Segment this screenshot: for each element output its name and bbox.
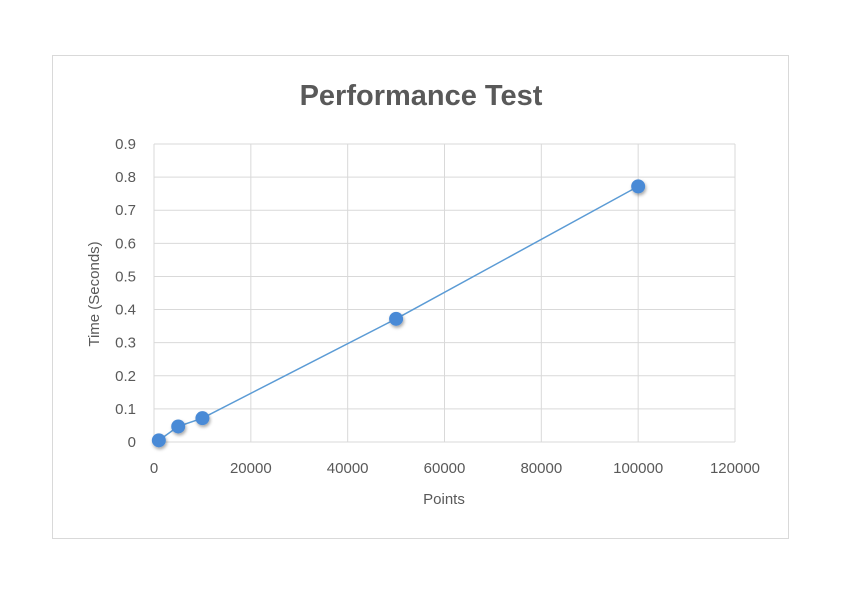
y-tick-label: 0.9 xyxy=(115,136,136,153)
y-axis-ticks: 0 0.1 0.2 0.3 0.4 0.5 0.6 0.7 0.8 0.9 xyxy=(115,136,136,451)
x-tick-label: 0 xyxy=(150,460,158,477)
data-point xyxy=(171,419,186,434)
y-tick-label: 0 xyxy=(128,434,136,451)
y-axis-label: Time (Seconds) xyxy=(86,241,103,346)
y-tick-label: 0.6 xyxy=(115,235,136,252)
x-axis-ticks: 0 20000 40000 60000 80000 100000 120000 xyxy=(150,460,760,477)
x-axis-label: Points xyxy=(423,491,465,508)
chart-title: Performance Test xyxy=(300,80,543,112)
data-point xyxy=(389,311,404,326)
x-tick-label: 100000 xyxy=(613,460,663,477)
gridlines xyxy=(153,143,736,443)
x-tick-label: 80000 xyxy=(520,460,562,477)
x-tick-label: 60000 xyxy=(424,460,466,477)
y-tick-label: 0.8 xyxy=(115,169,136,186)
y-tick-label: 0.7 xyxy=(115,202,136,219)
x-tick-label: 40000 xyxy=(327,460,369,477)
chart-frame xyxy=(52,55,789,539)
y-tick-label: 0.2 xyxy=(115,368,136,385)
x-tick-label: 20000 xyxy=(230,460,272,477)
data-series xyxy=(151,179,646,448)
x-tick-label: 120000 xyxy=(710,460,760,477)
data-point xyxy=(631,179,646,194)
data-point xyxy=(151,433,166,448)
y-tick-label: 0.5 xyxy=(115,268,136,285)
y-tick-label: 0.4 xyxy=(115,302,136,319)
y-tick-label: 0.3 xyxy=(115,335,136,352)
y-tick-label: 0.1 xyxy=(115,401,136,418)
data-point xyxy=(195,411,210,426)
